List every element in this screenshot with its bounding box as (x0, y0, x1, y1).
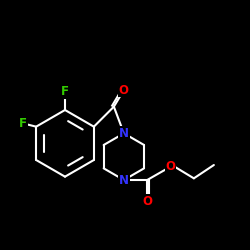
Text: O: O (119, 84, 129, 96)
Text: N: N (119, 127, 129, 140)
Text: N: N (119, 174, 129, 186)
Text: O: O (166, 160, 175, 173)
Text: F: F (19, 117, 27, 130)
Text: O: O (142, 195, 152, 208)
Text: F: F (61, 85, 69, 98)
Text: N: N (119, 127, 129, 140)
